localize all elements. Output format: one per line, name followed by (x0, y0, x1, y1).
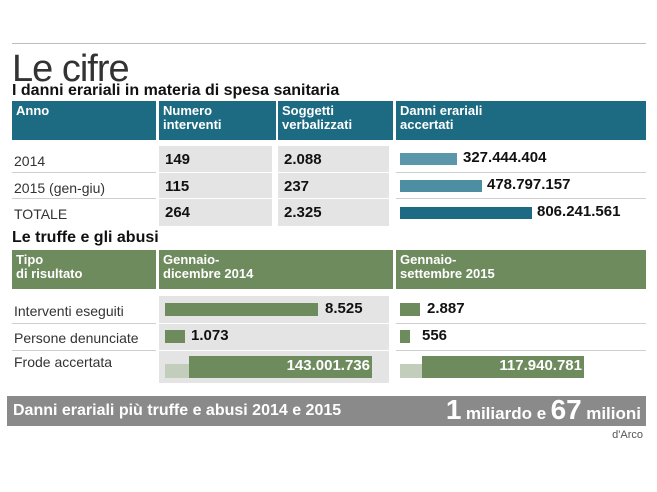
row-2015-danni: 478.797.157 (487, 176, 571, 193)
header-anno: Anno (12, 101, 156, 140)
bar-frode-2015-shadow (400, 364, 422, 378)
row-frode-2014: 143.001.736 (286, 357, 370, 374)
row-divider (396, 350, 646, 351)
row-divider (12, 172, 156, 173)
row-divider (159, 323, 389, 324)
summary-billion-word: miliardo e (465, 404, 547, 423)
row-2014-danni: 327.444.404 (463, 149, 547, 166)
credit: d'Arco (612, 429, 643, 441)
header-tipo: Tipo di risultato (12, 250, 156, 289)
row-interventi-label: Interventi eseguiti (14, 303, 124, 319)
row-persone-2015: 556 (422, 327, 448, 344)
bar-persone-2014 (165, 330, 185, 343)
numero-column-bg (159, 146, 272, 226)
row-interventi-2015: 2.887 (427, 300, 465, 317)
bar-frode-2014 (189, 356, 372, 378)
row-persone-2014: 1.073 (191, 327, 229, 344)
header-period-2014: Gennaio- dicembre 2014 (159, 250, 393, 289)
header-soggetti-l1: Soggetti (282, 103, 334, 118)
row-2014-interventi: 149 (165, 151, 191, 168)
row-divider (12, 198, 156, 199)
bar-danni-2014 (400, 153, 457, 165)
header-anno-label: Anno (16, 103, 50, 118)
row-totale-interventi: 264 (165, 204, 191, 221)
row-divider (159, 198, 389, 199)
row-2015-interventi: 115 (165, 178, 190, 195)
row-persone-label: Persone denunciate (14, 330, 139, 346)
row-frode-label: Frode accertata (14, 354, 113, 370)
header-period-2014-l1: Gennaio- (163, 252, 220, 267)
summary-million-word: milioni (586, 404, 641, 423)
row-divider (396, 323, 646, 324)
header-numero-l2: interventi (163, 117, 222, 132)
row-2015-anno: 2015 (gen-giu) (14, 180, 106, 196)
header-danni-l2: accertati (400, 117, 454, 132)
header-numero: Numero interventi (159, 101, 276, 140)
header-period-2015: Gennaio- settembre 2015 (396, 250, 646, 289)
row-divider (159, 172, 389, 173)
bar-interventi-2014 (165, 303, 318, 316)
header-soggetti-l2: verbalizzati (282, 117, 353, 132)
summary-label: Danni erariali più truffe e abusi 2014 e… (13, 402, 342, 419)
soggetti-column-bg (278, 146, 389, 226)
header-numero-l1: Numero (163, 103, 213, 118)
header-period-2015-l1: Gennaio- (400, 252, 457, 267)
row-totale-soggetti: 2.325 (284, 204, 322, 221)
bar-frode-2015 (422, 356, 584, 378)
header-danni: Danni erariali accertati (396, 101, 646, 140)
section1-title: I danni erariali in materia di spesa san… (12, 82, 340, 99)
row-interventi-2014: 8.525 (325, 300, 363, 317)
row-2015-soggetti: 237 (284, 178, 310, 195)
bar-danni-2015 (400, 180, 482, 192)
row-totale-anno: TOTALE (14, 206, 68, 222)
row-divider (12, 350, 156, 351)
row-2014-anno: 2014 (14, 153, 46, 169)
summary-total: 1 miliardo e 67 milioni (446, 394, 641, 431)
row-divider (396, 198, 646, 199)
bar-danni-totale (400, 207, 532, 219)
row-divider (396, 172, 646, 173)
bar-frode-2014-shadow (165, 364, 189, 378)
summary-million-number: 67 (550, 394, 582, 425)
bar-interventi-2015 (400, 303, 420, 316)
summary-billion-number: 1 (445, 394, 462, 425)
row-totale-danni: 806.241.561 (537, 203, 621, 220)
top-rule (12, 43, 646, 44)
header-tipo-l1: Tipo (16, 252, 44, 267)
header-period-2015-l2: settembre 2015 (400, 266, 495, 281)
header-soggetti: Soggetti verbalizzati (278, 101, 393, 140)
page-title: Le cifre (12, 48, 130, 90)
row-divider (12, 323, 156, 324)
section2-title: Le truffe e gli abusi (12, 229, 159, 246)
row-2014-soggetti: 2.088 (284, 151, 322, 168)
header-period-2014-l2: dicembre 2014 (163, 266, 254, 281)
row-divider (159, 350, 389, 351)
header-tipo-l2: di risultato (16, 266, 83, 281)
summary-band (7, 396, 646, 426)
header-danni-l1: Danni erariali (400, 103, 483, 118)
row-frode-2015: 117.940.781 (499, 357, 582, 374)
bar-persone-2015 (400, 330, 410, 343)
